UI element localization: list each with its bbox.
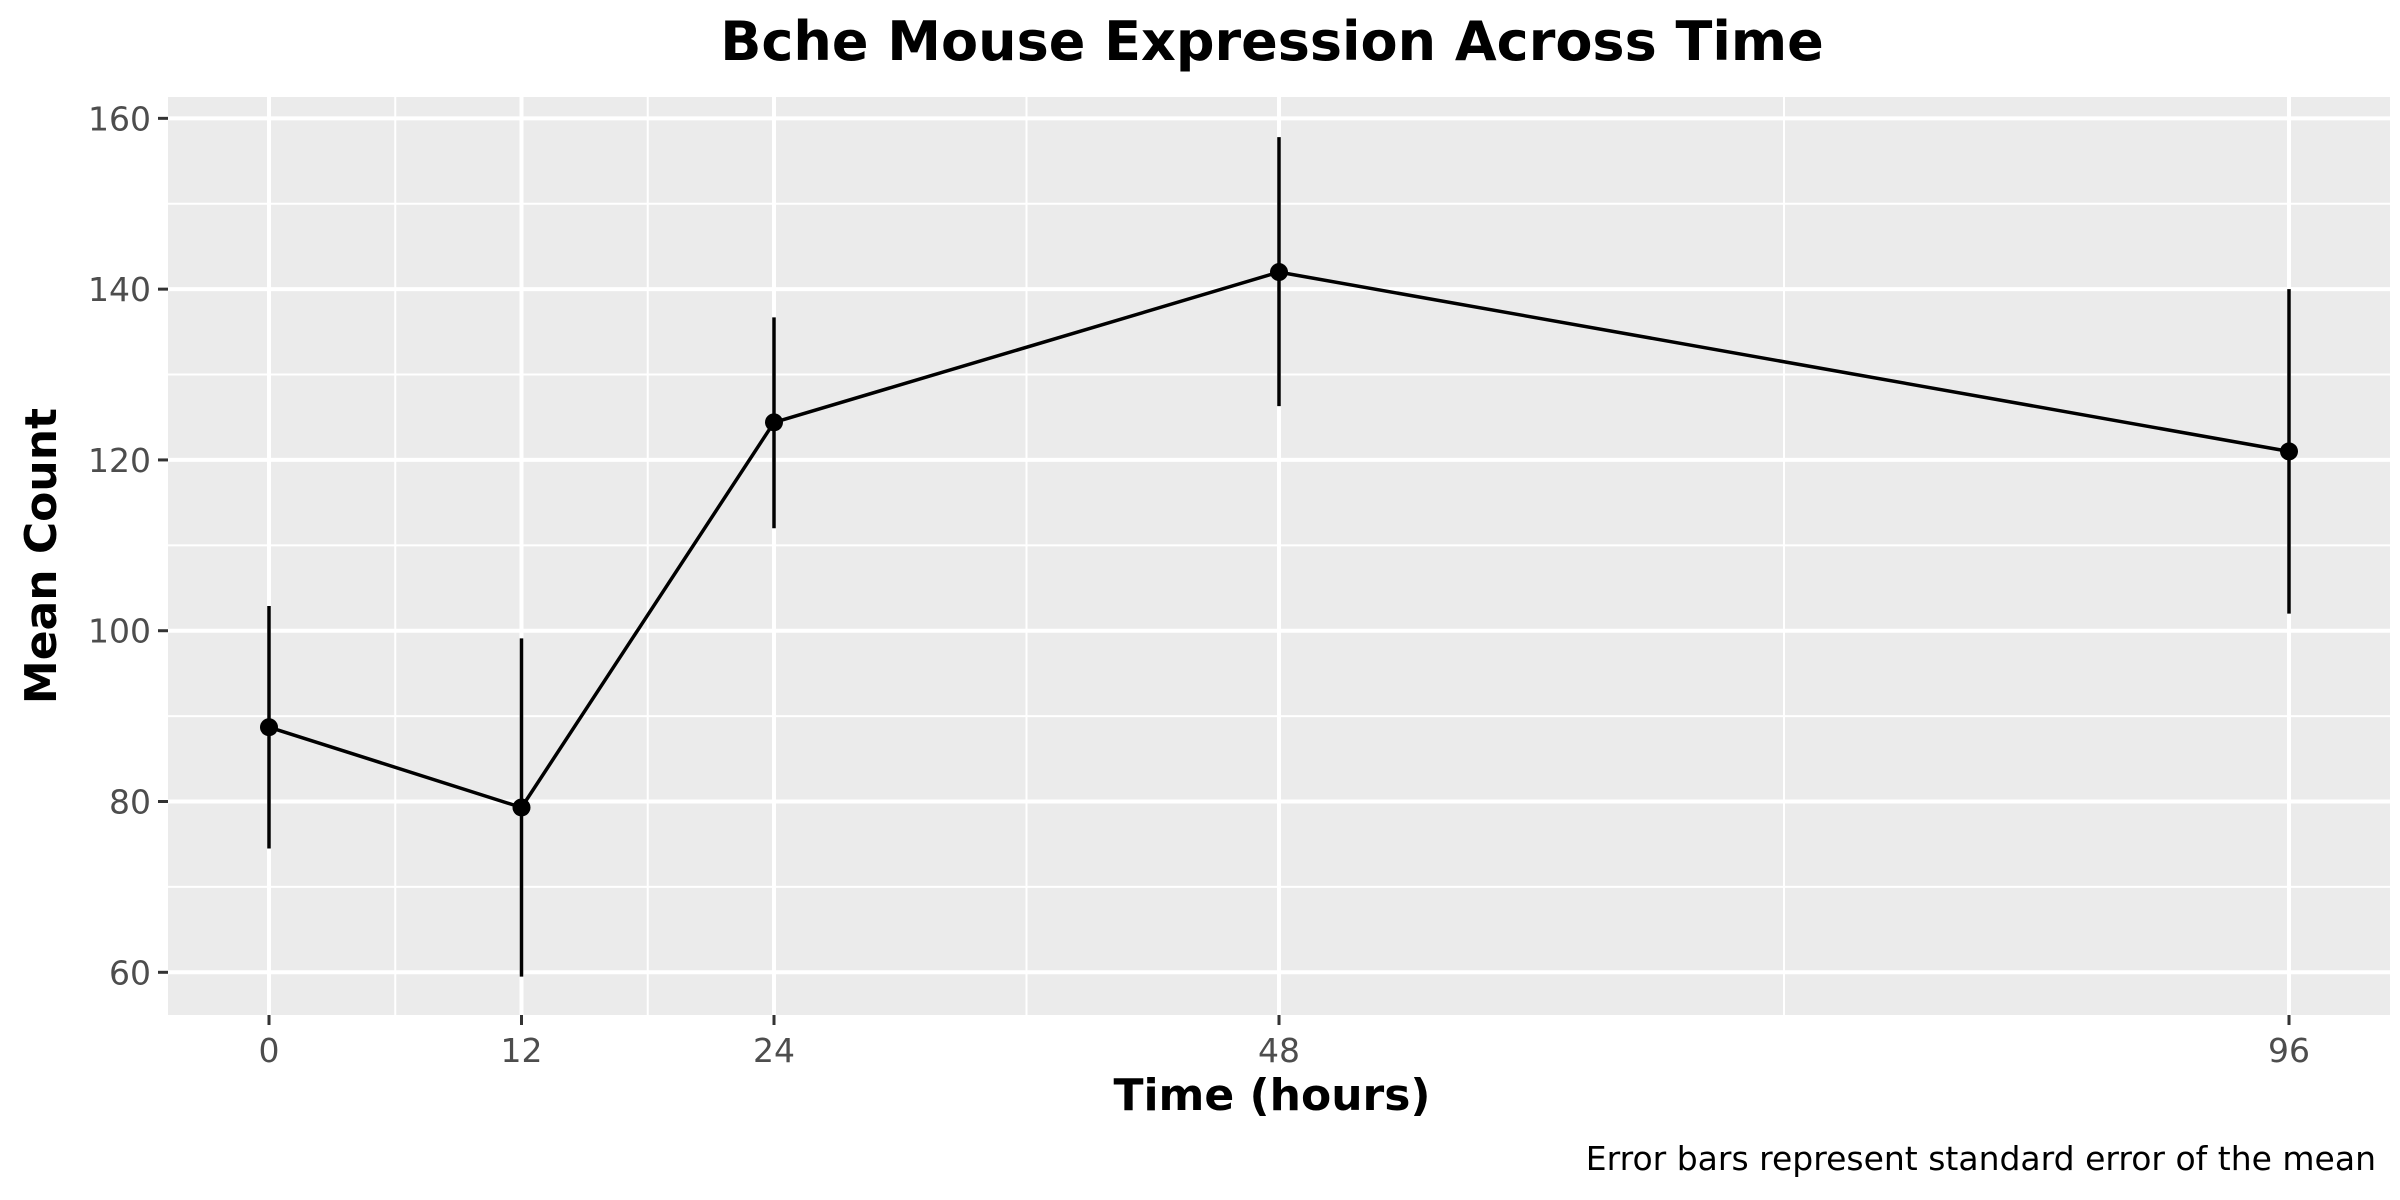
x-tick-label: 0 (259, 1031, 280, 1070)
y-tick-label: 60 (109, 953, 151, 992)
x-tick-label: 96 (2268, 1031, 2310, 1070)
y-tick-label: 100 (88, 612, 151, 651)
data-point (1270, 263, 1288, 282)
chart-title: Bche Mouse Expression Across Time (720, 10, 1824, 73)
y-tick-label: 140 (88, 270, 151, 309)
x-axis-title: Time (hours) (1113, 1070, 1430, 1121)
data-point (260, 718, 278, 737)
y-tick-label: 160 (88, 99, 151, 138)
x-tick-label: 48 (1258, 1031, 1300, 1070)
chart-caption: Error bars represent standard error of t… (1586, 1139, 2376, 1178)
data-point (765, 413, 783, 432)
x-tick-label: 24 (753, 1031, 795, 1070)
y-axis-title: Mean Count (16, 408, 67, 704)
data-points (260, 263, 2298, 817)
y-tick-label: 80 (109, 783, 151, 822)
y-tick-label: 120 (88, 441, 151, 480)
data-point (2280, 442, 2298, 461)
data-point (512, 798, 531, 817)
x-tick-label: 12 (501, 1031, 543, 1070)
axis-ticks (158, 116, 2291, 1025)
tick-labels: 0 12 24 48 96 60 80 100 120 140 160 (88, 99, 2310, 1070)
